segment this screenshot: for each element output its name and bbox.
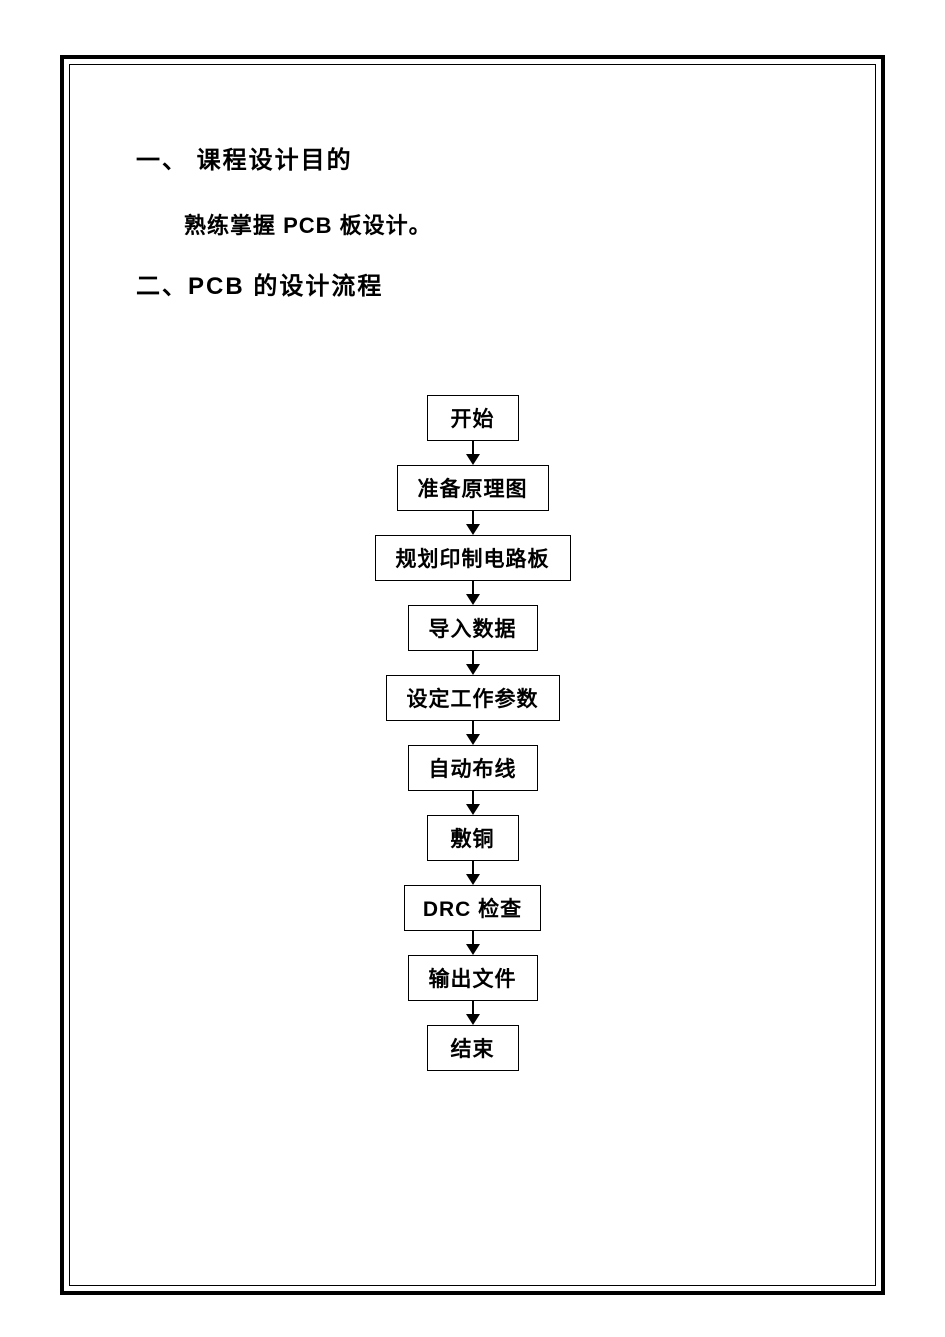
flow-node-n9: 结束: [427, 1025, 519, 1071]
section-heading-1: 一、 课程设计目的: [136, 140, 353, 175]
flow-node-n0: 开始: [427, 395, 519, 441]
section-heading-2: 二、PCB 的设计流程: [136, 266, 383, 301]
flow-arrow-icon: [466, 651, 480, 675]
flow-node-n4: 设定工作参数: [386, 675, 560, 721]
flow-node-n8: 输出文件: [408, 955, 538, 1001]
flow-node-n7: DRC 检查: [404, 885, 541, 931]
flow-arrow-icon: [466, 441, 480, 465]
flow-node-n1: 准备原理图: [397, 465, 549, 511]
flow-arrow-icon: [466, 721, 480, 745]
flow-arrow-icon: [466, 511, 480, 535]
flow-node-n6: 敷铜: [427, 815, 519, 861]
flow-node-n5: 自动布线: [408, 745, 538, 791]
pcb-flowchart: 开始准备原理图规划印制电路板导入数据设定工作参数自动布线敷铜 DRC 检查输出文件…: [0, 395, 945, 1071]
flow-arrow-icon: [466, 791, 480, 815]
flow-node-n3: 导入数据: [408, 605, 538, 651]
flow-arrow-icon: [466, 581, 480, 605]
flow-arrow-icon: [466, 861, 480, 885]
body-purpose-text: 熟练掌握 PCB 板设计。: [184, 208, 432, 240]
flow-node-n2: 规划印制电路板: [375, 535, 571, 581]
flow-arrow-icon: [466, 1001, 480, 1025]
flow-arrow-icon: [466, 931, 480, 955]
